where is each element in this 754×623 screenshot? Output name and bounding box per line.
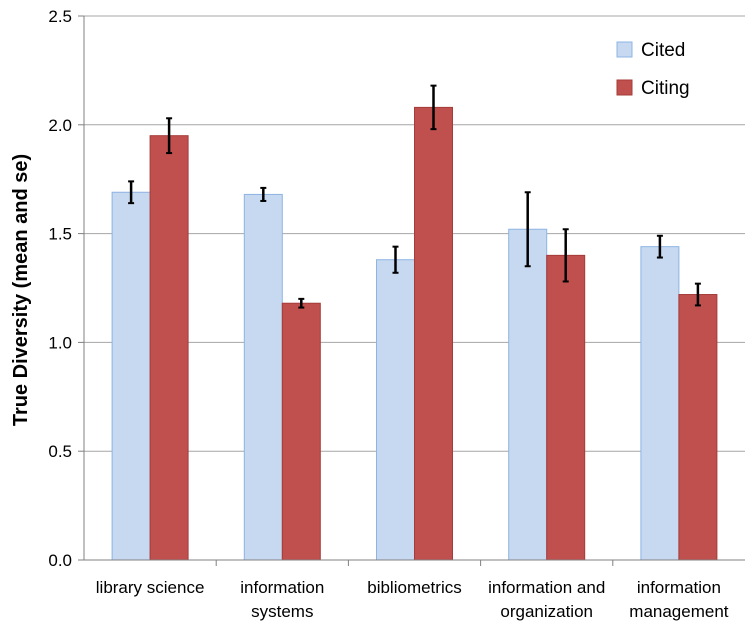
bar-cited-3 [508,228,548,561]
bar-cited-2 [376,259,415,561]
y-axis-label: True Diversity (mean and se) [10,154,32,426]
legend-swatch-cited [616,41,633,58]
legend-swatch-citing [616,79,633,96]
bar-cited-0 [111,191,151,561]
x-category-label: information [240,578,324,597]
x-category-label: library science [96,578,205,597]
x-category-label: information and [488,578,605,597]
bar-citing-0 [149,135,189,561]
y-tick-label: 0.5 [48,442,72,461]
x-category-label: organization [500,602,593,621]
bar-citing-4 [678,294,718,561]
y-tick-label: 0.0 [48,551,72,570]
x-category-labels: library science information systems bibliom… [96,578,729,621]
bars [111,106,718,561]
legend: Cited Citing [616,40,690,99]
y-tick-label: 2.5 [48,7,72,26]
x-category-label: systems [251,602,313,621]
bar-cited-1 [243,193,283,561]
bar-cited-4 [640,246,680,561]
y-tick-label: 2.0 [48,116,72,135]
x-category-label: information [637,578,721,597]
legend-label-cited: Cited [641,40,685,61]
bar-citing-3 [546,254,586,561]
legend-label-citing: Citing [641,78,690,99]
axes [78,15,745,566]
y-tick-label: 1.0 [48,333,72,352]
bar-citing-1 [281,302,321,561]
error-bars [128,84,701,309]
y-tick-label: 1.5 [48,225,72,244]
bar-citing-2 [414,106,453,561]
y-tick-labels: 0.0 0.5 1.0 1.5 2.0 2.5 [48,7,72,570]
x-category-label: management [629,602,729,621]
x-category-label: bibliometrics [367,578,461,597]
